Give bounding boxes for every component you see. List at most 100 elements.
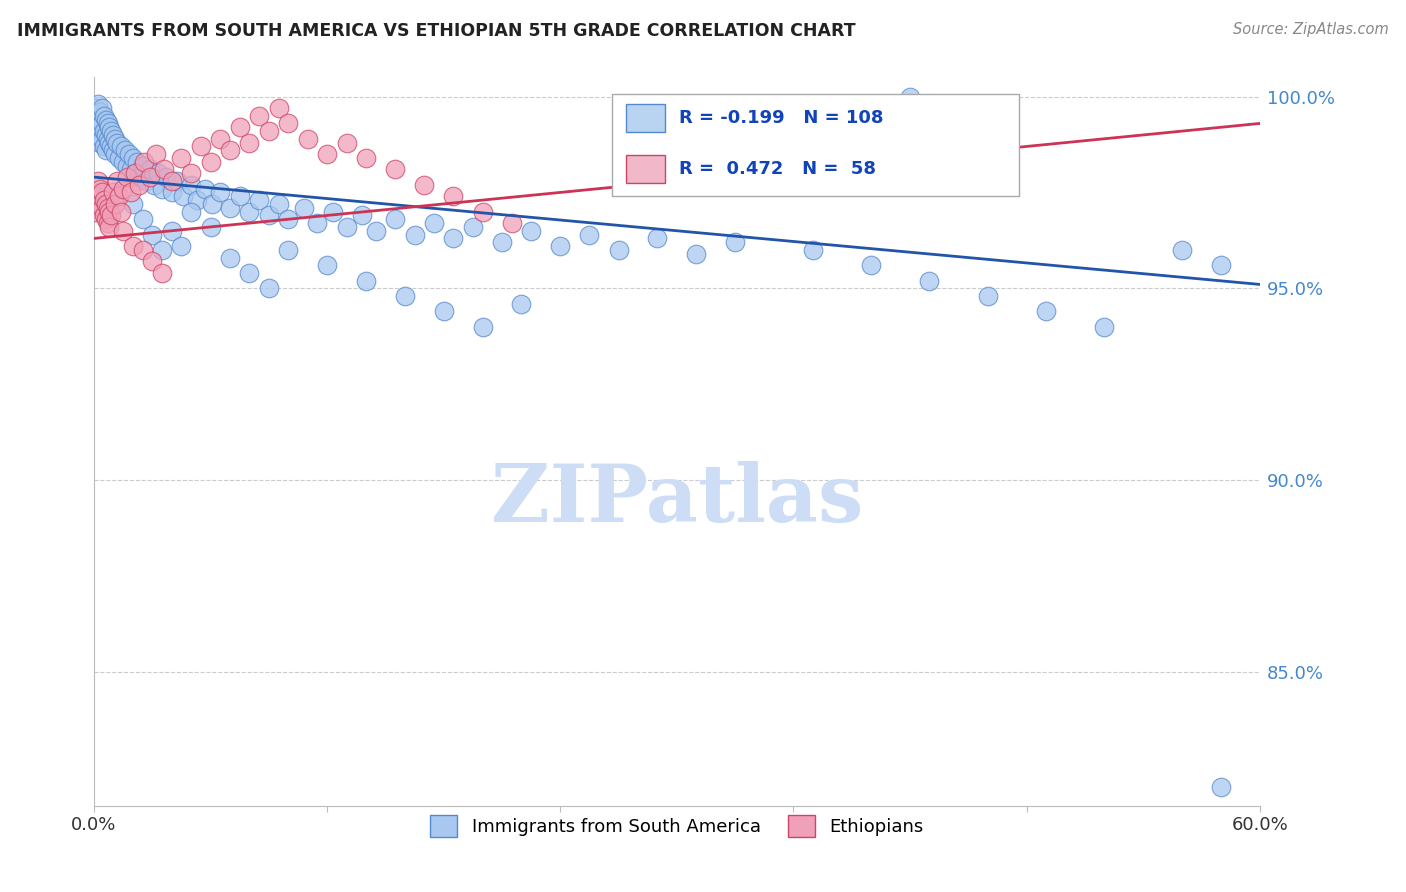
Point [108,151,131,165]
Point [898,89,921,103]
Point [277,212,299,227]
Point [918,274,941,288]
Point [100,139,122,153]
Point [145,147,167,161]
Point [277,243,299,257]
Point [801,243,824,257]
Point [103,128,125,142]
Point [433,304,456,318]
Point [105,174,128,188]
Text: Source: ZipAtlas.com: Source: ZipAtlas.com [1233,22,1389,37]
Point [180,204,202,219]
Point [139,170,162,185]
Point [87,97,110,112]
Point [160,186,183,200]
Point [491,235,513,250]
Text: R =  0.472   N =  58: R = 0.472 N = 58 [679,161,876,178]
Text: IMMIGRANTS FROM SOUTH AMERICA VS ETHIOPIAN 5TH GRADE CORRELATION CHART: IMMIGRANTS FROM SOUTH AMERICA VS ETHIOPI… [17,22,855,40]
Point [209,132,232,146]
Point [219,201,242,215]
Point [150,243,173,257]
Point [150,266,173,280]
Point [194,181,217,195]
Point [94,128,117,142]
Point [96,132,118,146]
Point [190,139,212,153]
Point [201,197,224,211]
Point [93,109,115,123]
Point [100,209,122,223]
Point [141,254,163,268]
Point [413,178,436,192]
Point [219,143,242,157]
Point [1092,319,1115,334]
Point [316,147,339,161]
Point [134,154,156,169]
Point [860,258,883,272]
Point [143,178,166,192]
Point [267,197,290,211]
Point [186,193,208,207]
Point [131,212,153,227]
Point [267,101,290,115]
Point [647,231,669,245]
Point [94,212,117,227]
Point [228,189,250,203]
Point [104,197,127,211]
Point [110,139,132,153]
Point [90,132,112,146]
Point [98,120,121,135]
Point [335,219,357,234]
Point [510,296,533,310]
Point [90,186,112,200]
Point [128,178,150,192]
Point [724,235,747,250]
Point [322,204,344,219]
Point [94,112,117,127]
Legend: Immigrants from South America, Ethiopians: Immigrants from South America, Ethiopian… [423,807,931,844]
Point [354,151,377,165]
Point [423,216,446,230]
Point [257,209,280,223]
Point [139,162,162,177]
Point [141,227,163,242]
Point [228,120,250,135]
Point [124,166,146,180]
Point [1171,243,1194,257]
Text: ZIPatlas: ZIPatlas [491,461,863,539]
Point [87,174,110,188]
Point [160,174,183,188]
Point [96,216,118,230]
Point [977,289,1000,303]
Point [87,112,110,127]
Point [90,101,112,115]
Point [112,154,135,169]
Point [364,224,387,238]
Point [98,219,121,234]
Point [548,239,571,253]
Point [153,162,176,177]
Point [200,219,222,234]
Point [128,170,150,185]
Point [115,170,138,185]
Point [115,159,138,173]
Point [172,189,194,203]
Point [180,178,202,192]
Point [89,120,111,135]
Point [461,219,484,234]
Point [89,181,111,195]
Point [297,132,319,146]
Point [90,116,112,130]
Point [146,166,169,180]
Point [110,204,132,219]
Point [471,319,494,334]
Point [84,116,107,130]
Point [89,136,111,150]
Point [118,147,141,161]
Point [209,186,232,200]
Point [124,166,146,180]
Point [1209,258,1232,272]
Point [120,186,142,200]
Point [87,189,110,203]
Point [1209,780,1232,794]
